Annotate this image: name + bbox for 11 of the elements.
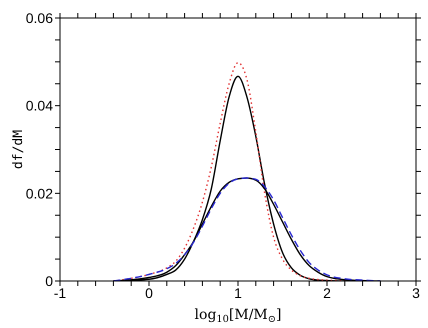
y-axis-title: df/dM: [11, 130, 26, 170]
y-tick-label: 0.04: [26, 98, 54, 114]
x-axis-title: log$_{10}$[M/M$_{⊙}$]: [194, 307, 282, 325]
y-tick-label: 0.02: [26, 185, 54, 202]
x-tick-label: 3: [412, 284, 420, 301]
x-tick-label: 1: [234, 284, 242, 301]
y-tick-label: 0: [45, 272, 54, 289]
x-tick-label: 2: [323, 284, 332, 301]
x-tick-label: -1: [54, 284, 66, 301]
y-tick-label: 0.06: [26, 10, 54, 26]
x-tick-label: 0: [145, 284, 154, 301]
